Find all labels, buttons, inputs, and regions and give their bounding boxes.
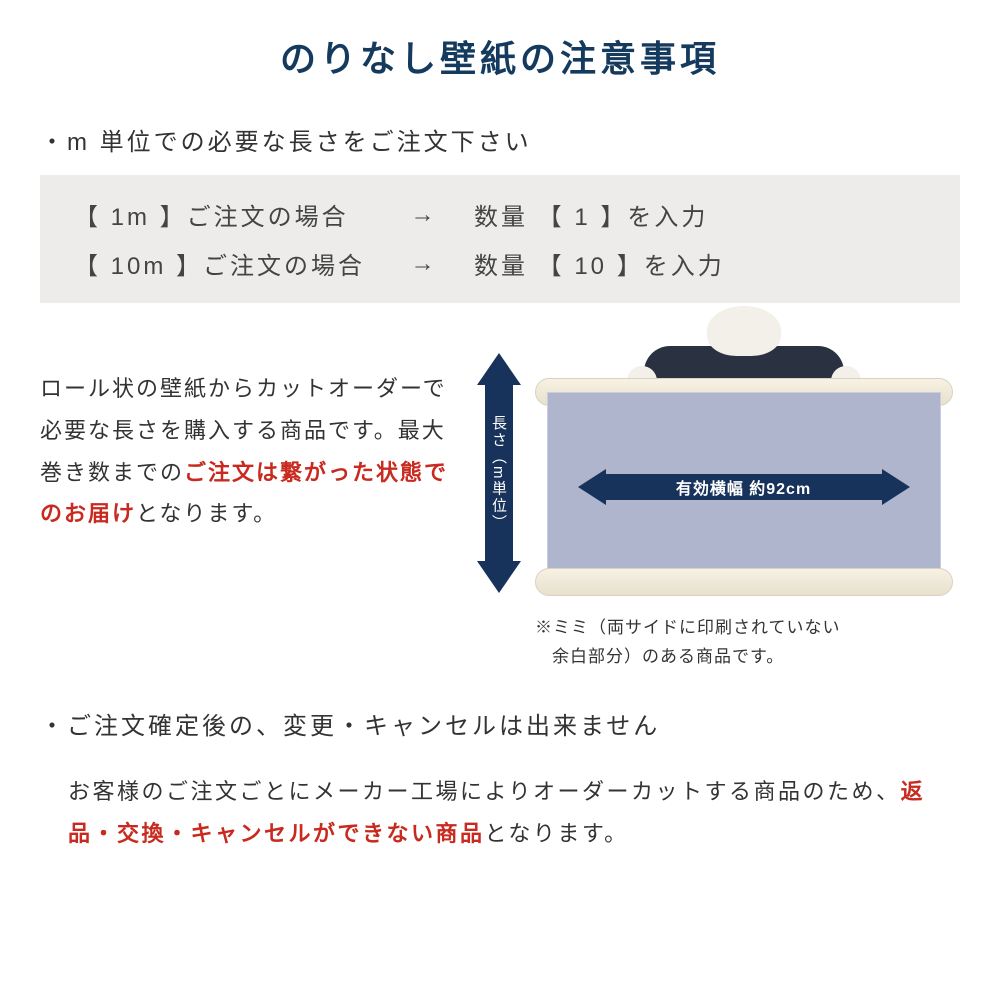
arrow-icon: → (374, 250, 474, 278)
note-line-1: ※ミミ（両サイドに印刷されていない (535, 618, 841, 637)
arrow-down-icon (477, 561, 521, 593)
no-cancel-description: お客様のご注文ごとにメーカー工場によりオーダーカットする商品のため、返品・交換・… (40, 759, 960, 855)
example-1-right: 数量 【 1 】を入力 (474, 197, 926, 232)
page-title: のりなし壁紙の注意事項 (40, 30, 960, 82)
example-2-left: 【 10m 】ご注文の場合 (74, 246, 374, 281)
roll-bottom (535, 568, 953, 596)
arrow-icon: → (374, 201, 474, 229)
person-head (707, 306, 781, 356)
example-2-right: 数量 【 10 】を入力 (474, 246, 926, 281)
cut-order-description: ロール状の壁紙からカットオーダーで必要な長さを購入する商品です。最大巻き数までの… (40, 338, 465, 535)
bullet-order-unit: ・m 単位での必要な長さをご注文下さい (40, 122, 960, 157)
desc2-part-a: お客様のご注文ごとにメーカー工場によりオーダーカットする商品のため、 (68, 779, 901, 804)
mimi-note: ※ミミ（両サイドに印刷されていない 余白部分）のある商品です。 (475, 614, 960, 672)
arrow-up-icon (477, 353, 521, 385)
order-example-box: 【 1m 】ご注文の場合 → 数量 【 1 】を入力 【 10m 】ご注文の場合… (40, 175, 960, 303)
wallpaper-sheet: 有効横幅 約92cm (547, 392, 941, 582)
desc-part-c: となります。 (136, 501, 277, 526)
arrow-left-icon (578, 469, 606, 505)
length-label: 長さ（m単位） (488, 415, 509, 532)
bullet-no-cancel: ・ご注文確定後の、変更・キャンセルは出来ません (40, 706, 960, 741)
length-arrow-stem: 長さ（m単位） (485, 385, 513, 561)
example-row-1: 【 1m 】ご注文の場合 → 数量 【 1 】を入力 (74, 197, 926, 232)
note-line-2: 余白部分）のある商品です。 (535, 643, 784, 672)
arrow-right-icon (882, 469, 910, 505)
roll-diagram: 長さ（m単位） 有効横幅 約92cm (475, 338, 960, 672)
example-1-left: 【 1m 】ご注文の場合 (74, 197, 374, 232)
width-arrow: 有効横幅 約92cm (578, 469, 910, 505)
width-label: 有効横幅 約92cm (606, 474, 882, 500)
wallpaper-roll-figure: 有効横幅 約92cm (529, 338, 959, 598)
length-arrow: 長さ（m単位） (477, 353, 521, 593)
example-row-2: 【 10m 】ご注文の場合 → 数量 【 10 】を入力 (74, 246, 926, 281)
desc2-part-c: となります。 (485, 821, 629, 846)
